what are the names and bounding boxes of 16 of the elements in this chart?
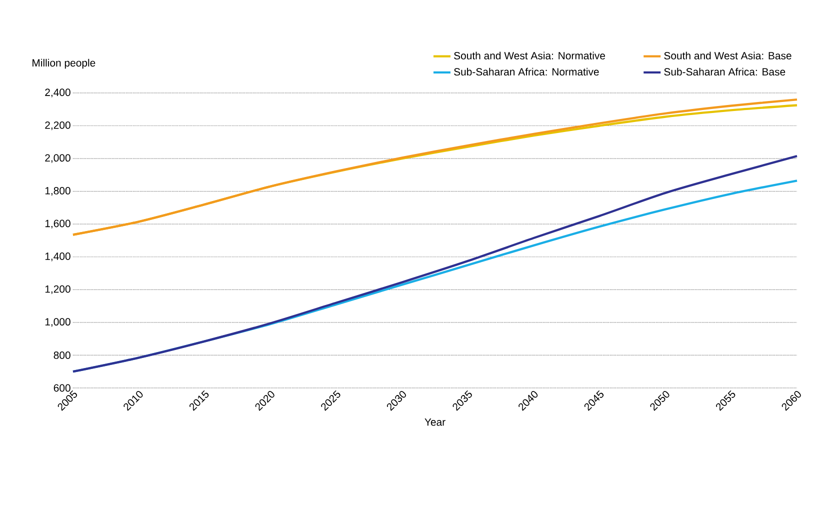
y-tick-label: 1,000 [45, 318, 70, 327]
legend-label: Sub-Saharan Africa: Normative [454, 68, 599, 76]
y-tick-label: 1,400 [45, 252, 70, 262]
y-tick-label: 600 [54, 384, 70, 392]
y-tick-label: 1,800 [45, 187, 70, 196]
x-axis-title: Year [424, 418, 446, 426]
legend-label: South and West Asia: Normative [454, 52, 606, 60]
y-tick-label: 800 [54, 352, 70, 359]
y-tick-label: 2,400 [45, 88, 70, 98]
y-tick-label: 1,200 [45, 285, 70, 294]
y-axis-title: Million people [32, 58, 96, 69]
legend-label: South and West Asia: Base [664, 52, 792, 60]
legend-label: Sub-Saharan Africa: Base [664, 68, 786, 76]
y-tick-label: 2,200 [45, 121, 70, 130]
y-tick-label: 1,600 [45, 220, 70, 228]
y-tick-label: 2,000 [45, 154, 70, 163]
